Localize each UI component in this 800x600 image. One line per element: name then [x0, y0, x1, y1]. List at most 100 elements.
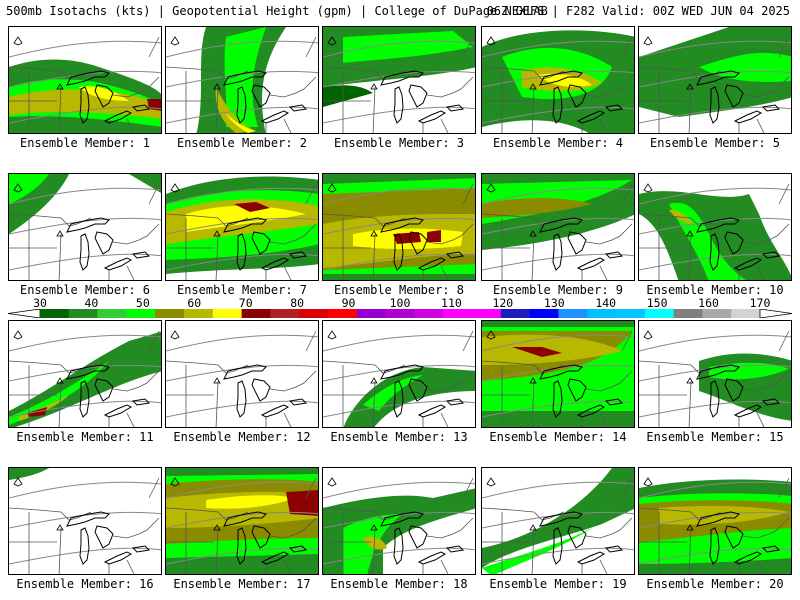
ensemble-member-label: Ensemble Member: 11: [16, 430, 154, 444]
ensemble-map-4: [481, 26, 635, 134]
lake-outline: [94, 231, 114, 255]
colorbar-swatch: [529, 309, 559, 318]
ensemble-map-16: [8, 467, 162, 575]
colorbar-swatch: [385, 309, 415, 318]
ensemble-map-13: [322, 320, 476, 428]
colorbar-tick-label: 60: [187, 296, 202, 310]
ensemble-map-17: [165, 467, 319, 575]
boundary-line: [126, 118, 135, 133]
ensemble-member-label: Ensemble Member: 3: [333, 136, 465, 150]
pressure-symbol: [486, 330, 496, 340]
pressure-symbol: [13, 330, 23, 340]
isotach-contour: [9, 174, 49, 204]
boundary-line: [462, 477, 474, 499]
ensemble-member-label: Ensemble Member: 15: [646, 430, 784, 444]
pressure-symbol: [370, 377, 378, 384]
boundary-line: [283, 118, 292, 133]
ensemble-member-label: Ensemble Member: 5: [649, 136, 781, 150]
boundary-line: [639, 213, 722, 227]
isotach-contour: [363, 375, 423, 411]
lake-outline: [251, 525, 271, 549]
pressure-symbol: [686, 83, 694, 90]
boundary-line: [215, 233, 219, 280]
lake-outline: [539, 70, 583, 86]
boundary-line: [323, 66, 406, 80]
lake-outline: [567, 84, 587, 108]
pressure-symbol: [56, 230, 64, 237]
isotach-contour: [286, 490, 318, 516]
pressure-symbol: [327, 477, 337, 487]
boundary-line: [305, 36, 317, 58]
lake-outline: [552, 380, 563, 418]
isotach-contour: [512, 347, 562, 357]
colorbar-swatch: [587, 309, 617, 318]
lake-outline: [445, 104, 465, 112]
colorbar-tick-label: 160: [698, 296, 719, 310]
lake-outline: [576, 551, 606, 565]
ensemble-member-label: Ensemble Member: 6: [19, 283, 151, 297]
pressure-symbol: [486, 36, 496, 46]
ensemble-member-label: Ensemble Member: 14: [489, 430, 627, 444]
lake-outline: [445, 251, 465, 259]
isotach-contour: [482, 334, 622, 365]
height-contour: [9, 481, 161, 499]
boundary-line: [126, 412, 135, 427]
speed-colorbar: [8, 309, 792, 318]
colorbar-tick-label: 70: [238, 296, 253, 310]
boundary-line: [756, 265, 765, 280]
lake-outline: [251, 231, 271, 255]
pressure-symbol: [170, 330, 180, 340]
lake-outline: [260, 551, 290, 565]
lake-outline: [724, 378, 744, 402]
lake-outline: [288, 251, 308, 259]
map-canvas: [9, 36, 161, 133]
isotach-contour: [215, 87, 256, 133]
map-canvas: [639, 330, 791, 427]
lake-outline: [604, 398, 624, 406]
map-canvas: [166, 176, 318, 280]
boundary-line: [462, 36, 474, 58]
boundary-line: [372, 86, 376, 133]
map-canvas: [9, 174, 161, 280]
boundary-line: [112, 370, 160, 392]
ensemble-map-1: [8, 26, 162, 134]
colorbar-tick-label: 100: [389, 296, 411, 310]
isotach-contour: [9, 468, 49, 480]
ensemble-member-label: Ensemble Member: 7: [176, 283, 308, 297]
pressure-symbol: [327, 36, 337, 46]
boundary-line: [9, 507, 92, 521]
lake-outline: [733, 257, 763, 271]
lake-outline: [380, 511, 424, 527]
lake-outline: [696, 217, 740, 233]
lake-outline: [445, 398, 465, 406]
pressure-symbol: [529, 83, 537, 90]
colorbar-swatch: [356, 309, 386, 318]
ensemble-map-7: [165, 173, 319, 281]
lake-outline: [733, 404, 763, 418]
lake-outline: [260, 404, 290, 418]
colorbar-swatch: [40, 309, 70, 318]
map-canvas: [9, 330, 161, 427]
isotach-contour: [482, 528, 592, 574]
pressure-symbol: [213, 377, 221, 384]
pressure-symbol: [170, 183, 180, 193]
lake-outline: [696, 511, 740, 527]
lake-outline: [236, 86, 247, 124]
boundary-line: [639, 66, 722, 80]
map-canvas: [639, 27, 791, 133]
boundary-line: [742, 76, 790, 98]
lake-outline: [380, 364, 424, 380]
boundary-line: [9, 360, 92, 374]
colorbar-swatch: [299, 309, 329, 318]
lake-outline: [567, 378, 587, 402]
lake-outline: [103, 257, 133, 271]
height-contour: [323, 334, 475, 352]
pressure-symbol: [529, 377, 537, 384]
boundary-line: [531, 233, 535, 280]
lake-outline: [236, 527, 247, 565]
lake-outline: [223, 511, 267, 527]
pressure-symbol: [486, 477, 496, 487]
lake-outline: [288, 398, 308, 406]
lake-outline: [288, 545, 308, 553]
boundary-line: [621, 477, 633, 499]
